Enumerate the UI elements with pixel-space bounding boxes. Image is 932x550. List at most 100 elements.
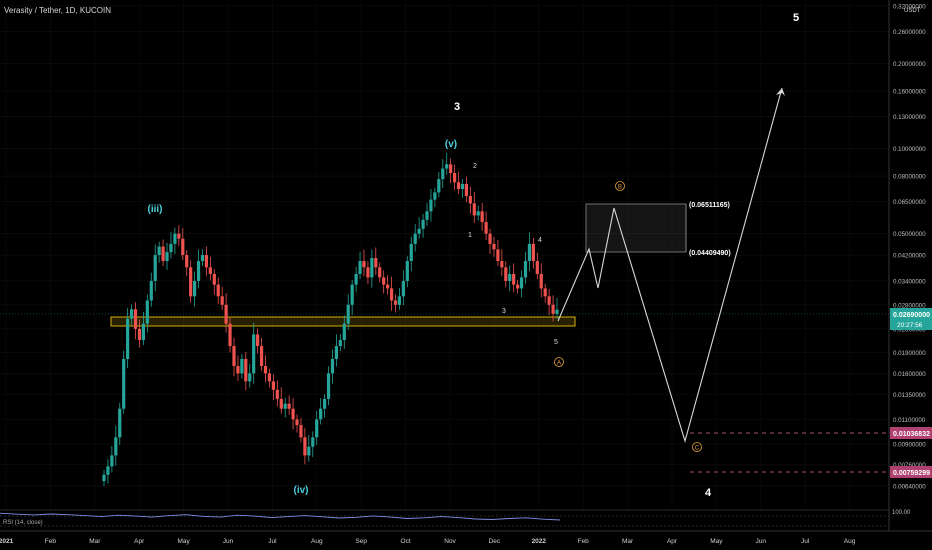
candle-body [496, 249, 500, 262]
candle-body [212, 273, 216, 285]
price-label: 0.01600000 [893, 371, 926, 378]
wave-4-label: 4 [705, 487, 712, 499]
candle-body [405, 261, 409, 281]
candle-body [429, 199, 433, 212]
candle-body [437, 179, 441, 193]
candle-body [185, 255, 189, 268]
candle-body [350, 284, 354, 305]
time-label: 2021 [0, 538, 14, 545]
subwave-1-label: 1 [468, 232, 472, 239]
candle-body [141, 323, 145, 341]
price-label: 0.03400000 [893, 278, 926, 285]
candle-body [417, 228, 421, 234]
time-label: Jul [801, 538, 810, 545]
price-label: 0.02800000 [893, 302, 926, 309]
candle-body [409, 243, 413, 262]
candle-body [311, 437, 315, 447]
time-label: Aug [311, 538, 323, 545]
time-label: Feb [578, 538, 590, 545]
candle-body [287, 403, 291, 409]
price-label: 0.20000000 [893, 61, 926, 68]
candle-body [338, 340, 342, 347]
projection-path[interactable] [557, 87, 783, 443]
candle-body [374, 258, 378, 268]
candle-body [248, 373, 252, 382]
price-label: 0.13000000 [893, 114, 926, 121]
candle-body [386, 284, 390, 289]
candle-body [256, 334, 260, 347]
candle-body [504, 267, 508, 281]
time-label: Jul [268, 538, 277, 545]
currency-label: USDT [904, 8, 921, 14]
candle-body [433, 192, 437, 200]
time-label: Mar [89, 538, 101, 545]
candle-body [181, 238, 185, 256]
candle-body [326, 373, 331, 399]
time-label: May [710, 538, 723, 545]
time-label: Apr [667, 538, 678, 545]
price-label: 0.08000000 [893, 174, 926, 181]
candle-body [106, 466, 110, 475]
rsi-level-label: 100.00 [892, 510, 911, 516]
time-label: Feb [45, 538, 57, 545]
current-price-tag: 0.02690000 20:27:56 [890, 308, 932, 330]
price-label: 0.04200000 [893, 253, 926, 260]
candle-body [425, 211, 429, 220]
level-4-value: 0.00759299 [893, 470, 930, 477]
candle-body [275, 389, 279, 399]
candle-body [291, 408, 295, 420]
candle-body [476, 211, 480, 216]
price-label: 0.26000000 [893, 29, 926, 36]
candle-body [512, 273, 516, 285]
candle-body [535, 261, 539, 274]
candle-body [173, 233, 177, 244]
time-label: 2022 [532, 538, 547, 545]
price-label: 0.05000000 [893, 231, 926, 238]
price-label: 0.00900000 [893, 441, 926, 448]
candle-body [122, 358, 126, 409]
candle-body [307, 446, 311, 456]
candle-body [295, 419, 299, 426]
time-label: May [177, 538, 190, 545]
wave-5-label: 5 [793, 12, 799, 24]
time-label: Dec [489, 538, 501, 545]
candle-body [102, 474, 106, 482]
time-label: Jun [223, 538, 234, 545]
candle-body [263, 365, 268, 374]
current-price-value: 0.02690000 [893, 312, 930, 319]
candle-body [330, 358, 335, 374]
candle-body [543, 288, 547, 297]
candle-body [315, 419, 319, 438]
price-label: 0.16000000 [893, 89, 926, 96]
subwave-4-label: 4 [538, 237, 542, 244]
candle-body [551, 304, 555, 314]
time-axis[interactable]: 2021 Feb Mar Apr May Jun Jul Aug Sep Oct Nov Dec 202… [0, 538, 856, 545]
candle-body [236, 365, 240, 374]
candle-body [228, 323, 232, 347]
candle-body [240, 358, 244, 374]
candle-body [539, 273, 543, 289]
candle-body [488, 233, 492, 244]
candle-body [137, 328, 142, 341]
candle-body [267, 373, 272, 382]
time-label: Mar [622, 538, 634, 545]
candle-body [232, 346, 236, 366]
candle-body [468, 195, 472, 204]
candle-body [169, 243, 173, 253]
candle-body [464, 183, 468, 196]
price-label: 0.10000000 [893, 146, 926, 153]
time-label: Apr [134, 538, 145, 545]
candle-body [165, 252, 169, 262]
symbol-title[interactable]: Verasity / Tether, 1D, KUCOIN [4, 6, 111, 15]
wave-b-marker: B [615, 181, 625, 191]
wave-iii-label: (iii) [148, 204, 163, 215]
candle-body [508, 273, 512, 281]
wave-3-label: 3 [454, 101, 460, 113]
target-box[interactable] [585, 203, 687, 253]
rsi-line [0, 512, 561, 521]
candle-body [126, 318, 130, 359]
level-c-value: 0.01036832 [893, 431, 930, 438]
candle-body [157, 246, 161, 256]
